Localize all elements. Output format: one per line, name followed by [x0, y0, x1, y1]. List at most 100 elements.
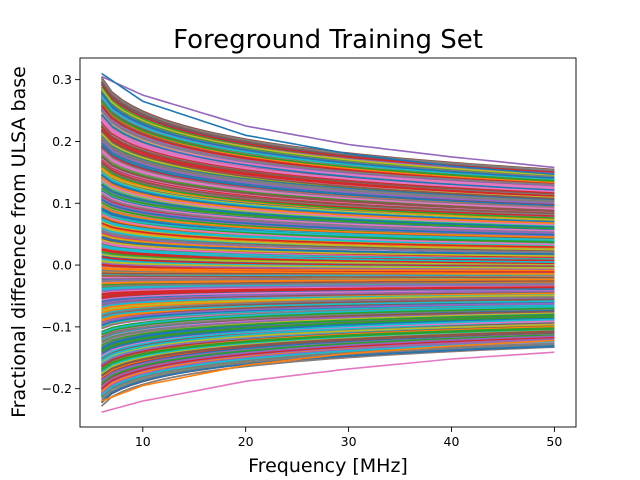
series-line [101, 191, 555, 232]
series-line [101, 249, 555, 265]
envelope-series-line [101, 72, 555, 175]
series-line [101, 286, 555, 296]
series-line [101, 196, 555, 234]
series-line [101, 213, 555, 246]
series-line [101, 332, 555, 377]
series-line [101, 318, 555, 359]
series-line [101, 176, 555, 224]
series-line [101, 136, 555, 202]
series-line [101, 298, 555, 318]
series-line [101, 244, 555, 261]
series-line [101, 334, 555, 384]
series-line [101, 342, 555, 401]
series-line [101, 328, 555, 371]
series-line [101, 171, 555, 221]
series-line [101, 138, 555, 203]
series-line [100, 96, 555, 180]
series-line [101, 144, 555, 207]
series-line [101, 174, 555, 223]
series-line [101, 327, 555, 370]
highlight-layer [101, 72, 555, 413]
series-line [101, 278, 555, 285]
x-tick-label: 40 [444, 434, 460, 449]
series-line [101, 305, 555, 334]
series-line [101, 162, 555, 215]
series-line [101, 283, 555, 293]
x-tick-label: 20 [238, 434, 254, 449]
series-line [101, 164, 555, 219]
series-line [101, 130, 555, 200]
series-line [100, 105, 555, 185]
series-line [101, 304, 555, 328]
series-line [101, 198, 555, 236]
series-line [101, 308, 555, 339]
series-line [101, 193, 555, 234]
series-line [101, 335, 555, 388]
series-line [101, 314, 555, 346]
y-axis-label: Fractional difference from ULSA base [8, 66, 30, 418]
series-line [101, 267, 555, 275]
series-line [101, 317, 555, 355]
series-line [101, 330, 555, 377]
series-line [101, 266, 555, 272]
series-line [101, 295, 555, 317]
x-tick-label: 30 [341, 434, 357, 449]
plot-frame [79, 57, 577, 428]
x-tick-label: 10 [135, 434, 151, 449]
series-line [101, 155, 555, 213]
chart-title: Foreground Training Set [173, 25, 483, 55]
series-line [101, 184, 555, 228]
envelope-series-line [101, 75, 555, 169]
x-tick-label: 50 [546, 434, 562, 449]
series-line [100, 101, 555, 184]
envelope-series-line [101, 339, 555, 402]
series-line [101, 162, 555, 216]
series-line [100, 92, 555, 179]
series-line [101, 300, 555, 319]
series-layer [100, 76, 555, 407]
series-line [100, 78, 555, 171]
series-line [101, 128, 555, 197]
series-line [101, 260, 555, 269]
series-line [101, 120, 555, 193]
series-line [101, 222, 555, 248]
series-line [101, 346, 555, 407]
series-line [101, 229, 555, 253]
series-line [101, 121, 555, 194]
series-line [101, 275, 555, 279]
series-line [101, 336, 555, 390]
series-line [101, 256, 555, 268]
y-tick-label: −0.1 [42, 319, 72, 334]
series-line [101, 253, 555, 265]
series-line [101, 303, 555, 324]
envelope-series-line [101, 351, 555, 413]
series-line [100, 109, 555, 186]
series-line [101, 219, 555, 247]
series-line [101, 307, 555, 336]
series-line [101, 262, 555, 270]
series-line [101, 179, 555, 227]
y-tick-label: 0.3 [52, 72, 72, 87]
x-axis-label: Frequency [MHz] [248, 455, 408, 477]
series-line [100, 88, 555, 176]
series-line [100, 100, 555, 182]
series-line [101, 245, 555, 263]
series-line [101, 345, 555, 403]
series-line [100, 113, 555, 191]
series-line [101, 187, 555, 230]
series-line [101, 239, 555, 257]
x-axis: 10 20 30 40 50 [135, 427, 562, 449]
series-line [101, 124, 555, 195]
series-line [101, 294, 555, 312]
y-tick-label: −0.2 [42, 381, 72, 396]
series-line [101, 290, 555, 305]
series-line [101, 339, 555, 395]
series-line [101, 126, 555, 196]
series-line [101, 211, 555, 241]
y-tick-label: 0.1 [52, 196, 72, 211]
y-axis: −0.2 −0.1 0.0 0.1 0.2 0.3 [42, 72, 80, 396]
y-tick-label: 0.0 [52, 258, 72, 273]
series-line [101, 225, 555, 251]
series-line [101, 316, 555, 352]
